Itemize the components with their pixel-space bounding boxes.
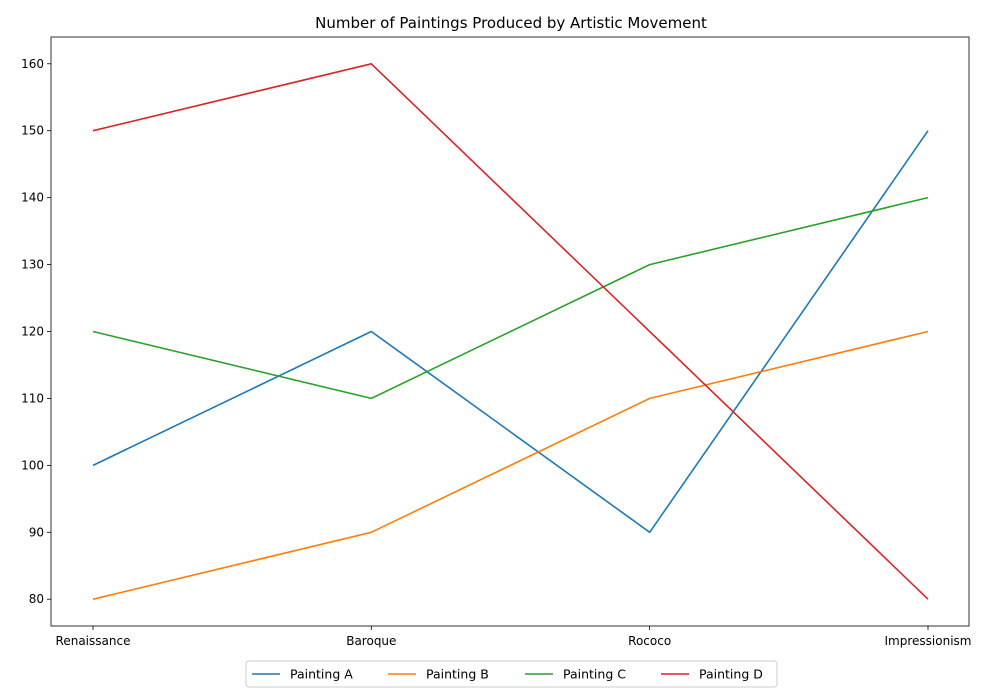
y-tick-label: 150 — [21, 124, 44, 138]
series-line — [92, 130, 929, 534]
chart-title: Number of Paintings Produced by Artistic… — [315, 14, 707, 32]
series-line — [92, 196, 929, 400]
y-tick-label: 80 — [29, 592, 44, 606]
plot-area: 80 90 100 110 120 130 140 150 160 Renaissance Baro… — [21, 36, 972, 648]
x-tick-label: Rococo — [628, 634, 671, 648]
x-tick-label: Baroque — [346, 634, 396, 648]
x-tick-label: Impressionism — [885, 634, 972, 648]
legend-label: Painting B — [426, 667, 489, 682]
y-tick-label: 140 — [21, 191, 44, 205]
y-tick-label: 100 — [21, 458, 44, 472]
legend-label: Painting C — [563, 667, 626, 682]
y-tick-label: 160 — [21, 57, 44, 71]
series-line — [92, 62, 929, 600]
legend-label: Painting A — [290, 667, 353, 682]
y-tick-label: 120 — [21, 325, 44, 339]
y-tick-label: 110 — [21, 391, 44, 405]
y-tick-label: 130 — [21, 258, 44, 272]
legend-label: Painting D — [699, 667, 763, 682]
x-tick-label: Renaissance — [56, 634, 131, 648]
y-tick-label: 90 — [29, 525, 44, 539]
legend-box — [245, 660, 778, 688]
legend: Painting A Painting B Painting C Painting D — [245, 660, 778, 688]
series-line — [92, 330, 929, 600]
